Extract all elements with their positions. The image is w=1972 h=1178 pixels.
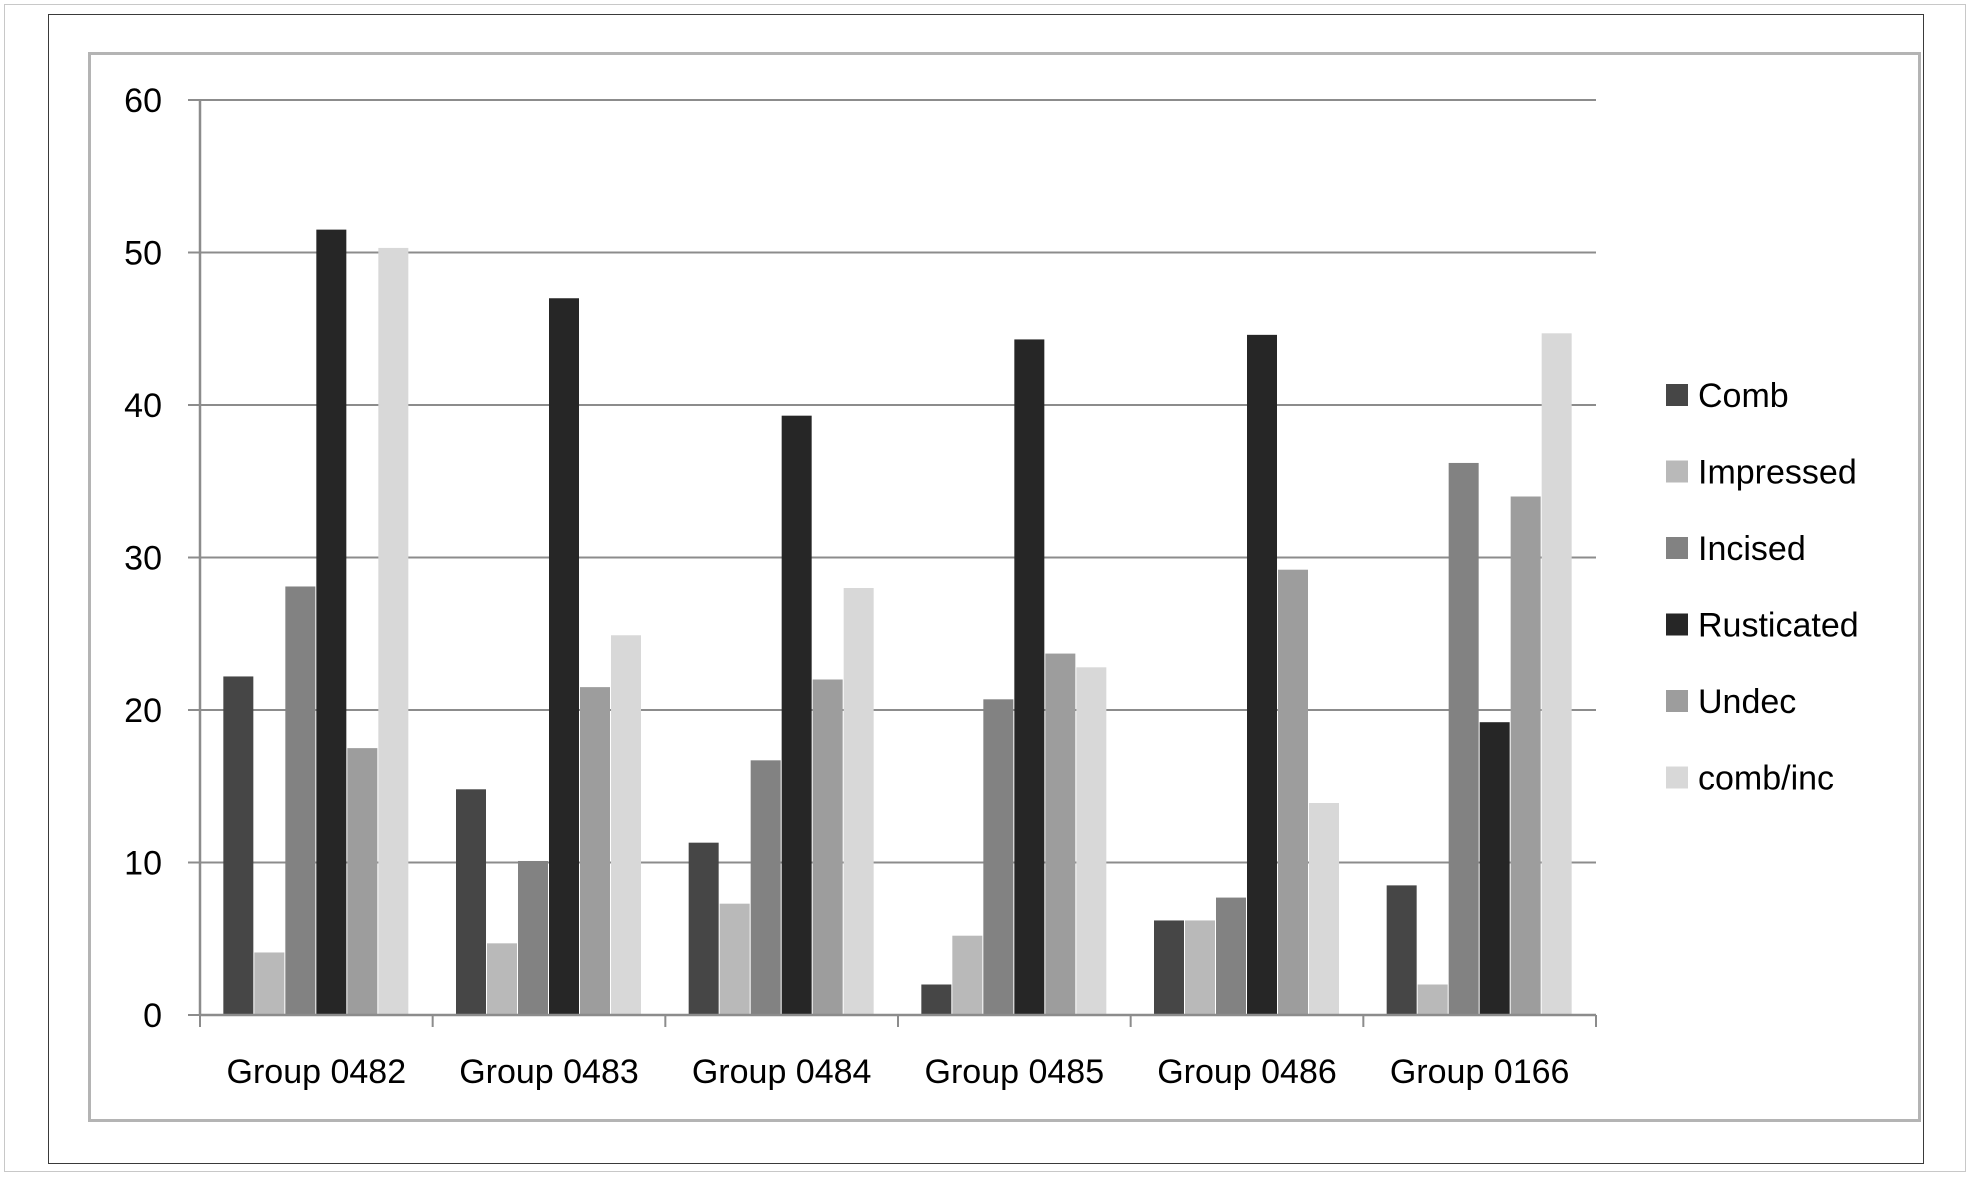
bar-rusticated-group-0483 xyxy=(549,298,579,1015)
y-tick-label-0: 0 xyxy=(143,997,162,1035)
bar-impressed-group-0482 xyxy=(254,952,285,1015)
bar-rusticated-group-0486 xyxy=(1247,334,1277,1016)
axes xyxy=(188,99,1597,1027)
bar-impressed-group-0483 xyxy=(487,943,517,1015)
y-tick-label-20: 20 xyxy=(124,692,162,730)
bar-comb-group-0486 xyxy=(1154,920,1184,1015)
gridlines xyxy=(200,99,1596,864)
y-tick-label-10: 10 xyxy=(124,845,162,883)
legend-item-undec: Undec xyxy=(1666,683,1796,721)
y-tick-label-30: 30 xyxy=(124,540,162,578)
figure-inner-frame xyxy=(48,14,1924,1164)
bar-comb-inc-group-0486 xyxy=(1309,803,1339,1015)
x-tick-label-group-0482: Group 0482 xyxy=(227,1053,407,1091)
x-tick-label-group-0166: Group 0166 xyxy=(1390,1053,1570,1091)
x-tick-label-group-0483: Group 0483 xyxy=(459,1053,639,1091)
legend-swatch-comb-inc xyxy=(1666,766,1688,789)
bar-comb-group-0482 xyxy=(223,676,254,1015)
legend-swatch-comb xyxy=(1666,384,1688,406)
chart-area xyxy=(88,52,1921,1122)
bar-incised-group-0166 xyxy=(1448,462,1479,1015)
bar-rusticated-group-0484 xyxy=(781,415,812,1015)
legend-label-rusticated: Rusticated xyxy=(1698,607,1859,645)
bar-rusticated-group-0485 xyxy=(1014,339,1045,1015)
bar-comb-group-0483 xyxy=(456,789,486,1015)
bar-comb-inc-group-0485 xyxy=(1076,667,1107,1015)
bar-comb-inc-group-0482 xyxy=(378,247,409,1016)
figure-outer-frame xyxy=(4,4,1966,1172)
y-tick-labels: 0 10 20 30 40 50 60 xyxy=(124,82,162,1035)
legend: Comb Impressed Incised Rusticated Undec comb/… xyxy=(1666,377,1859,798)
bar-impressed-group-0485 xyxy=(952,935,983,1015)
legend-item-rusticated: Rusticated xyxy=(1666,607,1859,645)
bar-undec-group-0166 xyxy=(1510,496,1541,1015)
bar-undec-group-0485 xyxy=(1045,653,1076,1015)
legend-label-comb-inc: comb/inc xyxy=(1698,760,1834,798)
bar-incised-group-0482 xyxy=(285,586,316,1015)
bar-incised-group-0483 xyxy=(518,860,548,1015)
bar-comb-group-0485 xyxy=(921,984,952,1015)
legend-label-undec: Undec xyxy=(1698,683,1796,721)
bar-impressed-group-0166 xyxy=(1417,984,1448,1015)
y-tick-label-60: 60 xyxy=(124,82,162,120)
bar-rusticated-group-0482 xyxy=(316,229,347,1015)
legend-swatch-rusticated xyxy=(1666,613,1688,636)
legend-swatch-incised xyxy=(1666,537,1688,559)
bar-comb-inc-group-0484 xyxy=(843,588,874,1015)
bar-comb-group-0166 xyxy=(1386,885,1417,1015)
x-tick-labels: Group 0482 Group 0483 Group 0484 Group 0485… xyxy=(227,1053,1570,1091)
bar-undec-group-0486 xyxy=(1278,569,1308,1015)
bar-comb-inc-group-0166 xyxy=(1541,333,1572,1015)
bars xyxy=(223,229,1572,1016)
bar-undec-group-0484 xyxy=(812,679,843,1015)
bar-rusticated-group-0166 xyxy=(1479,722,1510,1015)
x-tick-label-group-0485: Group 0485 xyxy=(925,1053,1105,1091)
bar-undec-group-0483 xyxy=(580,687,610,1015)
bar-impressed-group-0484 xyxy=(719,903,750,1015)
legend-label-comb: Comb xyxy=(1698,377,1789,415)
legend-label-impressed: Impressed xyxy=(1698,454,1857,492)
bar-undec-group-0482 xyxy=(347,748,378,1015)
legend-swatch-impressed xyxy=(1666,460,1688,483)
legend-item-comb: Comb xyxy=(1666,377,1789,415)
x-tick-label-group-0484: Group 0484 xyxy=(692,1053,872,1091)
bar-incised-group-0486 xyxy=(1216,897,1246,1015)
x-tick-label-group-0486: Group 0486 xyxy=(1157,1053,1337,1091)
legend-item-comb-inc: comb/inc xyxy=(1666,760,1834,798)
bar-comb-inc-group-0483 xyxy=(611,635,641,1015)
legend-item-impressed: Impressed xyxy=(1666,454,1857,492)
y-tick-label-50: 50 xyxy=(124,235,162,273)
bar-impressed-group-0486 xyxy=(1185,920,1215,1015)
bar-comb-group-0484 xyxy=(688,842,719,1015)
y-tick-label-40: 40 xyxy=(124,387,162,425)
legend-swatch-undec xyxy=(1666,690,1688,712)
legend-item-incised: Incised xyxy=(1666,530,1806,568)
bar-incised-group-0484 xyxy=(750,760,781,1015)
legend-label-incised: Incised xyxy=(1698,530,1806,568)
bar-incised-group-0485 xyxy=(983,699,1014,1015)
